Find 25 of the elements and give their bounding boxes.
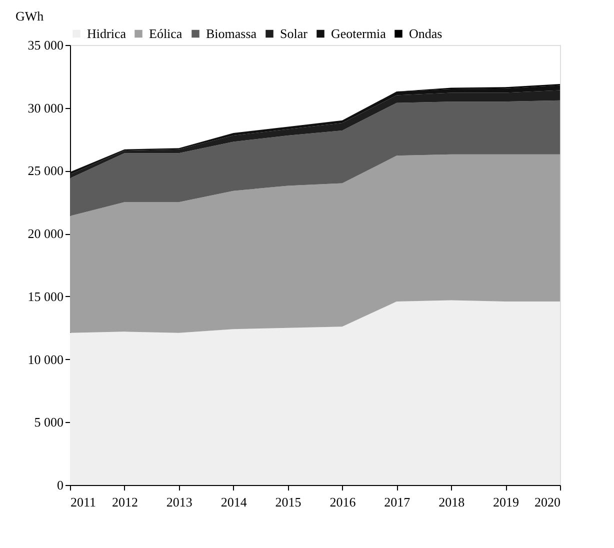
x-tick-label: 2017 <box>384 494 411 510</box>
y-tick-label: 15 000 <box>28 288 64 304</box>
x-tick-label: 2012 <box>112 494 138 510</box>
x-tick-label: 2019 <box>493 494 520 510</box>
legend-label: Solar <box>280 26 308 41</box>
y-tick-label: 30 000 <box>28 100 64 116</box>
y-tick-label: 5 000 <box>34 414 64 430</box>
legend-label: Biomassa <box>206 26 257 41</box>
x-tick-label: 2014 <box>220 494 248 510</box>
y-tick-label: 20 000 <box>28 226 64 242</box>
legend-label: Hidrica <box>87 26 126 41</box>
x-tick-label: 2016 <box>330 494 356 510</box>
y-tick-label: 0 <box>57 478 64 492</box>
x-tick-label: 2013 <box>166 494 192 510</box>
y-tick-label: 10 000 <box>28 352 64 367</box>
legend-label: Eólica <box>149 26 182 41</box>
x-tick-label: 2011 <box>70 494 96 510</box>
y-tick-label: 35 000 <box>28 38 64 52</box>
y-axis-title: GWh <box>16 8 44 24</box>
x-tick-label: 2018 <box>438 494 465 510</box>
y-tick-label: 25 000 <box>28 163 64 178</box>
legend-label: Geotermia <box>331 26 386 41</box>
x-tick-label: 2015 <box>275 494 302 510</box>
legend-label: Ondas <box>409 26 442 41</box>
x-tick-label: 2020 <box>534 494 560 510</box>
